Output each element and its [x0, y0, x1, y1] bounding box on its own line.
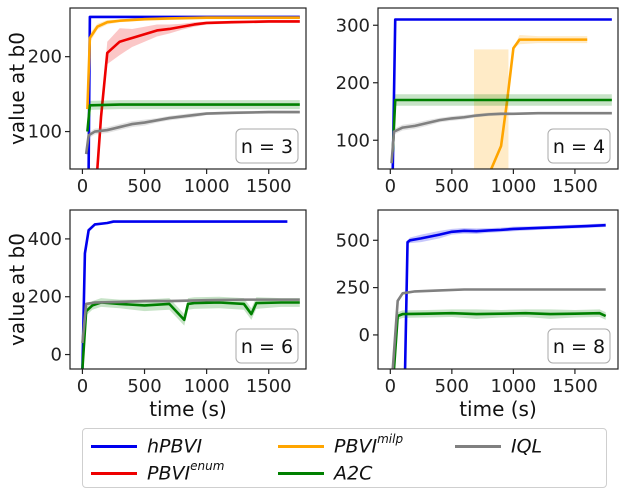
legend-item-hpbvi: hPBVI: [91, 433, 202, 459]
y-tick-label: 250: [336, 278, 370, 299]
panel-label: n = 3: [241, 136, 293, 158]
y-tick-label: 100: [336, 130, 370, 151]
series-iql-line: [390, 111, 612, 164]
x-tick-label: 1500: [552, 176, 598, 197]
y-tick-label: 200: [28, 287, 62, 308]
series-hpbvi-line: [403, 223, 606, 369]
y-tick-label: 0: [359, 325, 370, 346]
legend-label: PBVImilp: [334, 432, 404, 458]
plot-area: [390, 18, 612, 169]
y-axis-label: value at b0: [5, 32, 29, 145]
y-tick-label: 500: [336, 230, 370, 251]
series-a2c-line: [391, 98, 612, 152]
series-a2c-line: [392, 311, 607, 369]
x-tick-label: 0: [77, 176, 88, 197]
panel-label-box: [235, 328, 299, 364]
series-pbvi-milp-line: [490, 38, 588, 169]
axes-frame: [69, 209, 307, 370]
series-pbvi-milp-shade: [474, 49, 509, 169]
legend: hPBVI PBVIenum PBVImilp A2C IQL: [82, 428, 607, 488]
panel-1: 0 500 1000 1500 100 200 n = 3 value at b0: [5, 7, 307, 197]
legend-item-a2c: A2C: [278, 460, 372, 486]
legend-item-pbvi-enum: PBVIenum: [91, 459, 225, 486]
y-tick-label: 100: [28, 122, 62, 143]
legend-swatch: [278, 444, 324, 448]
series-a2c-line: [81, 301, 300, 369]
y-tick-label: 200: [336, 73, 370, 94]
series-pbvi-milp-line: [86, 16, 300, 110]
panel-label-box: [547, 328, 611, 364]
x-tick-label: 1000: [490, 376, 536, 397]
panel-label-box: [547, 128, 611, 164]
y-axis-label: value at b0: [5, 233, 29, 346]
series-a2c-band: [394, 309, 606, 369]
x-tick-label: 500: [435, 176, 469, 197]
x-tick-label: 1000: [184, 376, 230, 397]
series-iql-line: [84, 110, 300, 155]
x-tick-label: 0: [77, 376, 88, 397]
series-iql-line: [81, 298, 300, 344]
series-hpbvi-line: [81, 220, 288, 369]
y-tick-label: 300: [336, 15, 370, 36]
legend-swatch: [91, 471, 137, 475]
panel-4: 0 500 1000 1500 0 250 500 n = 8 time (s): [336, 209, 619, 421]
legend-label: PBVIenum: [147, 459, 225, 485]
x-axis-label: time (s): [149, 397, 227, 421]
x-axis-label: time (s): [459, 397, 537, 421]
x-tick-label: 1500: [552, 376, 598, 397]
plot-area: [84, 15, 300, 169]
panel-label: n = 4: [553, 136, 605, 158]
x-tick-label: 500: [435, 376, 469, 397]
series-pbvi-enum-band: [97, 19, 300, 169]
panel-label-box: [235, 128, 299, 164]
x-tick-label: 500: [127, 376, 161, 397]
legend-swatch: [278, 471, 324, 475]
y-tick-label: 200: [28, 47, 62, 68]
legend-swatch: [91, 444, 137, 448]
panel-3: 0 500 1000 1500 0 200 400 n = 6 value at b0 time …: [5, 209, 307, 421]
x-tick-label: 0: [385, 176, 396, 197]
series-a2c-band: [87, 100, 300, 136]
legend-swatch: [455, 444, 501, 448]
x-tick-label: 1500: [246, 376, 292, 397]
x-tick-label: 500: [127, 176, 161, 197]
panel-label: n = 8: [553, 336, 605, 358]
legend-item-iql: IQL: [455, 433, 542, 459]
panel-label: n = 6: [241, 336, 293, 358]
x-tick-label: 1500: [246, 176, 292, 197]
panel-2: 0 500 1000 1500 100 200 300 n = 4: [336, 7, 619, 197]
x-tick-label: 1000: [184, 176, 230, 197]
legend-label: A2C: [334, 462, 373, 485]
legend-label: IQL: [511, 435, 543, 458]
y-tick-label: 0: [51, 345, 62, 366]
y-tick-label: 400: [28, 229, 62, 250]
axes-frame: [377, 209, 619, 370]
legend-label: hPBVI: [147, 435, 203, 458]
x-tick-label: 0: [385, 376, 396, 397]
series-a2c-line: [86, 103, 300, 132]
plot-area: [391, 223, 607, 369]
series-iql-line: [391, 288, 606, 369]
axes-frame: [69, 7, 307, 170]
legend-item-pbvi-milp: PBVImilp: [278, 432, 404, 459]
plot-area: [81, 220, 300, 369]
axes-frame: [377, 7, 619, 170]
series-pbvi-enum-line: [96, 20, 300, 169]
x-tick-label: 1000: [490, 176, 536, 197]
